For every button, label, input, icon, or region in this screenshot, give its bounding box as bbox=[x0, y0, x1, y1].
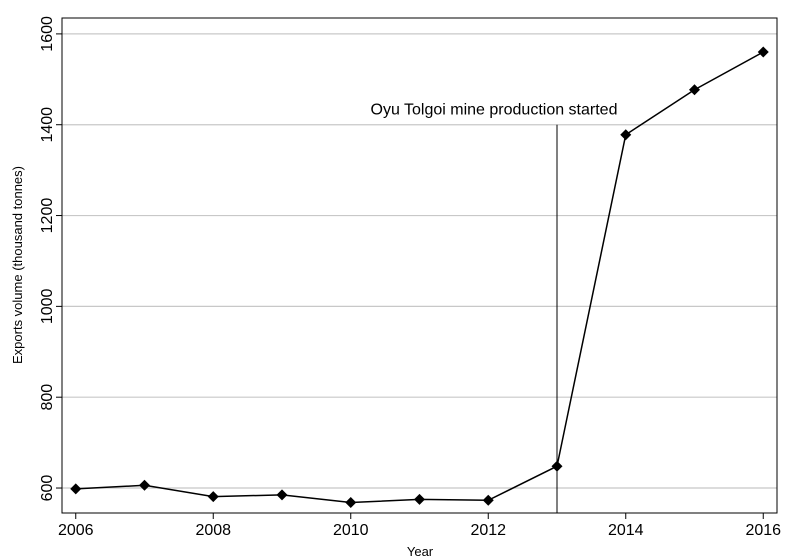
x-tick-label: 2012 bbox=[470, 522, 506, 539]
x-tick-label: 2014 bbox=[608, 522, 644, 539]
y-axis-label: Exports volume (thousand tonnes) bbox=[10, 166, 25, 364]
x-tick-label: 2008 bbox=[195, 522, 231, 539]
y-tick-label: 1000 bbox=[39, 288, 56, 324]
marker bbox=[551, 460, 563, 472]
marker bbox=[276, 489, 288, 501]
marker bbox=[139, 479, 150, 491]
y-tick-label: 600 bbox=[39, 475, 56, 502]
x-tick-label: 2010 bbox=[333, 522, 369, 539]
marker bbox=[757, 46, 769, 58]
annotation-text: Oyu Tolgoi mine production started bbox=[371, 102, 618, 119]
marker bbox=[689, 84, 700, 96]
y-tick-label: 800 bbox=[39, 384, 56, 411]
y-tick-label: 1400 bbox=[39, 107, 56, 143]
marker bbox=[482, 494, 494, 506]
x-axis-label: Year bbox=[407, 544, 434, 559]
line bbox=[75, 51, 764, 504]
marker bbox=[345, 497, 357, 509]
marker bbox=[70, 483, 82, 495]
y-tick-label: 1200 bbox=[39, 198, 56, 234]
marker bbox=[620, 129, 632, 141]
marker bbox=[207, 491, 219, 503]
y-tick-label: 1600 bbox=[39, 16, 56, 52]
x-tick-label: 2006 bbox=[58, 522, 94, 539]
x-tick-label: 2016 bbox=[745, 522, 781, 539]
marker bbox=[414, 493, 425, 505]
plot-frame bbox=[61, 17, 778, 514]
